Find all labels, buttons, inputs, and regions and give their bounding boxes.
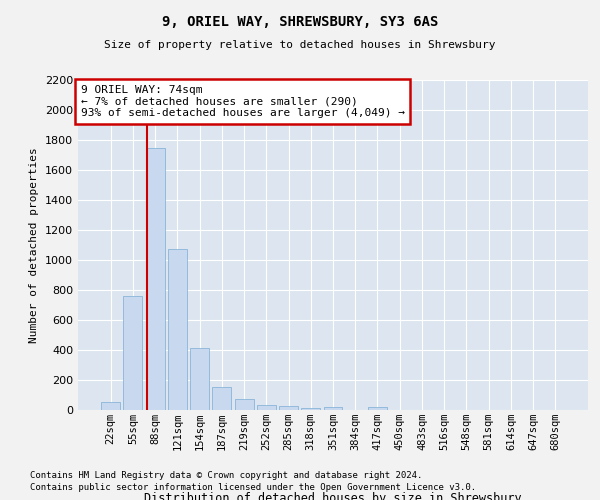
- Bar: [212, 387, 231, 410]
- Text: Size of property relative to detached houses in Shrewsbury: Size of property relative to detached ho…: [104, 40, 496, 50]
- Bar: [323, 407, 343, 410]
- Y-axis label: Number of detached properties: Number of detached properties: [29, 147, 40, 343]
- Bar: [235, 399, 254, 410]
- Bar: [257, 405, 276, 410]
- Bar: [168, 250, 187, 410]
- Bar: [190, 348, 209, 410]
- X-axis label: Distribution of detached houses by size in Shrewsbury: Distribution of detached houses by size …: [144, 492, 522, 500]
- Bar: [124, 296, 142, 410]
- Bar: [279, 406, 298, 410]
- Bar: [146, 148, 164, 410]
- Bar: [301, 408, 320, 410]
- Bar: [101, 402, 120, 410]
- Text: 9, ORIEL WAY, SHREWSBURY, SY3 6AS: 9, ORIEL WAY, SHREWSBURY, SY3 6AS: [162, 15, 438, 29]
- Bar: [368, 407, 387, 410]
- Text: Contains HM Land Registry data © Crown copyright and database right 2024.: Contains HM Land Registry data © Crown c…: [30, 471, 422, 480]
- Text: 9 ORIEL WAY: 74sqm
← 7% of detached houses are smaller (290)
93% of semi-detache: 9 ORIEL WAY: 74sqm ← 7% of detached hous…: [80, 85, 404, 118]
- Text: Contains public sector information licensed under the Open Government Licence v3: Contains public sector information licen…: [30, 484, 476, 492]
